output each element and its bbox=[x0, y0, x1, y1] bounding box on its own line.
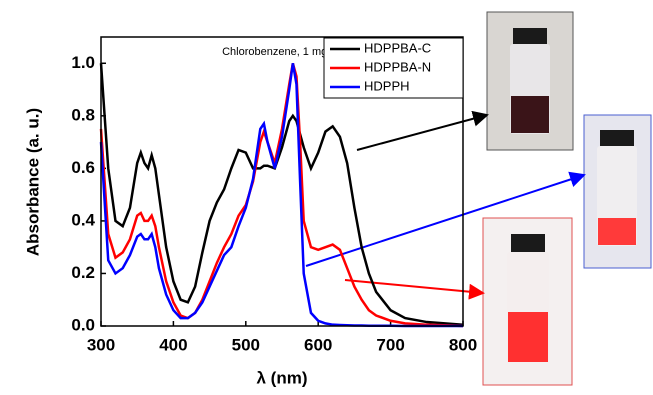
x-tick-label: 600 bbox=[304, 335, 332, 354]
y-tick-label: 1.0 bbox=[71, 53, 95, 72]
x-tick-label: 300 bbox=[87, 335, 115, 354]
annotation: Chlorobenzene, 1 mg/ml bbox=[222, 46, 342, 58]
x-tick-label: 700 bbox=[376, 335, 404, 354]
vial-cap bbox=[600, 130, 634, 146]
x-tick-label: 400 bbox=[159, 335, 187, 354]
legend-label: HDPPBA-C bbox=[364, 40, 431, 55]
vial-cap bbox=[513, 28, 547, 44]
y-tick-label: 0.2 bbox=[71, 263, 95, 282]
y-tick-label: 0.4 bbox=[71, 210, 95, 229]
series-line bbox=[99, 63, 464, 326]
vial-solution bbox=[598, 218, 636, 245]
series-line bbox=[99, 63, 463, 328]
arrow bbox=[305, 171, 586, 267]
plot-frame bbox=[100, 36, 464, 327]
vial-solution bbox=[511, 96, 549, 133]
photos bbox=[482, 11, 652, 386]
arrow bbox=[356, 110, 489, 151]
legend-label: HDPPH bbox=[364, 78, 410, 93]
y-tick-label: 0.8 bbox=[71, 105, 95, 124]
arrow bbox=[344, 279, 485, 300]
y-tick-label: 0.6 bbox=[71, 158, 95, 177]
y-tick-label: 0.0 bbox=[71, 315, 95, 334]
y-axis-label: Absorbance (a. u.) bbox=[23, 108, 42, 256]
vial-solution bbox=[508, 312, 548, 362]
legend-label: HDPPBA-N bbox=[364, 59, 431, 74]
vial-cap bbox=[511, 234, 545, 252]
x-axis-label: λ (nm) bbox=[257, 368, 308, 387]
x-tick-label: 500 bbox=[232, 335, 260, 354]
x-tick-label: 800 bbox=[449, 335, 477, 354]
